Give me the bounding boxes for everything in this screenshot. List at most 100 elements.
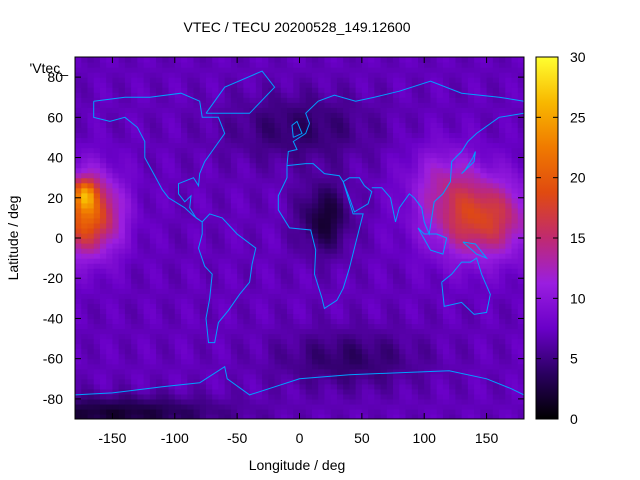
heatmap-cell bbox=[87, 67, 95, 73]
heatmap-cell bbox=[181, 72, 188, 78]
heatmap-cell bbox=[517, 308, 524, 315]
heatmap-cell bbox=[87, 268, 95, 274]
heatmap-cell bbox=[106, 212, 114, 219]
heatmap-cell bbox=[237, 363, 244, 370]
heatmap-cell bbox=[442, 102, 450, 108]
heatmap-cell bbox=[106, 132, 114, 139]
heatmap-cell bbox=[449, 253, 457, 259]
heatmap-cell bbox=[293, 197, 301, 204]
heatmap-cell bbox=[249, 172, 257, 179]
heatmap-cell bbox=[474, 403, 481, 410]
heatmap-cell bbox=[399, 97, 407, 103]
heatmap-cell bbox=[218, 112, 226, 118]
heatmap-cell bbox=[417, 258, 425, 264]
heatmap-cell bbox=[230, 232, 238, 239]
heatmap-cell bbox=[224, 238, 232, 244]
heatmap-cell bbox=[230, 117, 238, 123]
heatmap-cell bbox=[193, 207, 201, 214]
heatmap-cell bbox=[368, 258, 375, 264]
heatmap-cell bbox=[492, 323, 500, 330]
heatmap-cell bbox=[118, 107, 126, 113]
heatmap-cell bbox=[237, 253, 244, 259]
heatmap-cell bbox=[486, 263, 494, 269]
heatmap-cell bbox=[274, 383, 282, 390]
heatmap-cell bbox=[517, 207, 524, 214]
heatmap-cell bbox=[299, 107, 307, 113]
heatmap-cell bbox=[218, 383, 226, 390]
heatmap-cell bbox=[293, 368, 301, 375]
heatmap-cell bbox=[467, 102, 475, 108]
heatmap-cell bbox=[374, 298, 382, 304]
heatmap-cell bbox=[99, 212, 107, 219]
heatmap-cell bbox=[517, 177, 524, 184]
heatmap-cell bbox=[149, 368, 157, 375]
heatmap-cell bbox=[368, 298, 375, 304]
heatmap-cell bbox=[268, 152, 276, 159]
heatmap-cell bbox=[224, 378, 232, 385]
heatmap-cell bbox=[174, 147, 182, 154]
heatmap-cell bbox=[424, 318, 432, 325]
heatmap-cell bbox=[274, 87, 282, 93]
heatmap-cell bbox=[137, 288, 145, 294]
heatmap-cell bbox=[330, 132, 338, 139]
heatmap-cell bbox=[505, 363, 513, 370]
heatmap-cell bbox=[405, 207, 413, 214]
heatmap-cell bbox=[311, 308, 319, 315]
heatmap-cell bbox=[474, 102, 481, 108]
heatmap-cell bbox=[517, 293, 524, 299]
heatmap-cell bbox=[81, 147, 89, 154]
heatmap-cell bbox=[280, 243, 288, 249]
heatmap-cell bbox=[93, 202, 101, 209]
heatmap-cell bbox=[330, 368, 338, 375]
heatmap-cell bbox=[299, 268, 307, 274]
heatmap-cell bbox=[355, 328, 363, 335]
heatmap-cell bbox=[499, 408, 506, 415]
heatmap-cell bbox=[511, 222, 519, 229]
heatmap-cell bbox=[461, 82, 469, 88]
heatmap-cell bbox=[405, 72, 413, 78]
heatmap-cell bbox=[112, 207, 120, 214]
heatmap-cell bbox=[143, 263, 151, 269]
heatmap-cell bbox=[280, 222, 288, 229]
heatmap-cell bbox=[81, 388, 89, 395]
heatmap-cell bbox=[143, 142, 151, 149]
heatmap-cell bbox=[405, 97, 413, 103]
heatmap-cell bbox=[143, 358, 151, 365]
heatmap-cell bbox=[411, 348, 419, 355]
heatmap-cell bbox=[243, 112, 251, 118]
heatmap-cell bbox=[405, 167, 413, 174]
heatmap-cell bbox=[218, 368, 226, 375]
heatmap-cell bbox=[174, 227, 182, 234]
heatmap-cell bbox=[480, 232, 488, 239]
heatmap-cell bbox=[112, 97, 120, 103]
heatmap-cell bbox=[505, 313, 513, 320]
heatmap-cell bbox=[436, 102, 444, 108]
heatmap-cell bbox=[81, 323, 89, 330]
heatmap-cell bbox=[237, 117, 244, 123]
heatmap-cell bbox=[268, 408, 276, 415]
heatmap-cell bbox=[149, 232, 157, 239]
heatmap-cell bbox=[212, 87, 220, 93]
heatmap-cell bbox=[436, 388, 444, 395]
heatmap-cell bbox=[212, 338, 220, 345]
heatmap-cell bbox=[212, 378, 220, 385]
heatmap-cell bbox=[287, 197, 294, 204]
heatmap-cell bbox=[442, 172, 450, 179]
heatmap-cell bbox=[474, 358, 481, 365]
heatmap-cell bbox=[311, 313, 319, 320]
heatmap-cell bbox=[480, 102, 488, 108]
heatmap-cell bbox=[156, 152, 163, 159]
heatmap-cell bbox=[405, 348, 413, 355]
heatmap-cell bbox=[205, 72, 213, 78]
heatmap-cell bbox=[324, 217, 332, 224]
heatmap-cell bbox=[299, 348, 307, 355]
heatmap-cell bbox=[81, 368, 89, 375]
heatmap-cell bbox=[218, 157, 226, 164]
heatmap-cell bbox=[75, 238, 82, 244]
heatmap-cell bbox=[311, 157, 319, 164]
heatmap-cell bbox=[124, 157, 132, 164]
heatmap-cell bbox=[212, 82, 220, 88]
heatmap-cell bbox=[424, 403, 432, 410]
heatmap-cell bbox=[249, 117, 257, 123]
heatmap-cell bbox=[336, 393, 344, 400]
